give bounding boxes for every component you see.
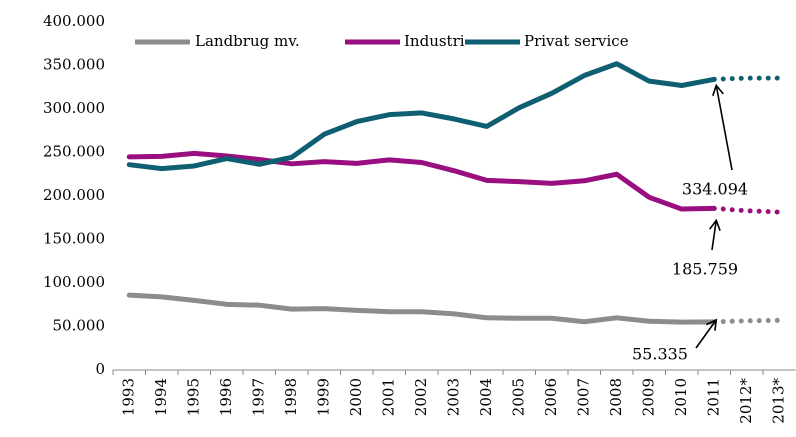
y-tick-label: 100.000 — [43, 273, 105, 291]
projection-line — [711, 75, 782, 82]
legend-label: Landbrug mv. — [195, 32, 300, 50]
arrow — [711, 220, 718, 251]
series-line — [126, 61, 717, 172]
projection-line — [711, 317, 782, 325]
x-tick-label: 2002 — [412, 378, 430, 416]
arrow — [715, 85, 733, 171]
arrow-head — [705, 318, 718, 331]
x-tick-label: 1999 — [314, 378, 332, 416]
y-tick-label: 250.000 — [43, 143, 105, 161]
legend-label: Industri — [404, 32, 465, 50]
x-tick-label: 2008 — [607, 378, 625, 416]
y-tick-label: 300.000 — [43, 99, 105, 117]
x-tick-label: 1997 — [249, 378, 267, 416]
x-tick-label: 2011 — [704, 378, 722, 416]
projection-line — [711, 205, 782, 215]
x-tick-label: 1996 — [217, 378, 235, 416]
x-tick-label: 2006 — [542, 378, 560, 416]
x-tick-label: 2009 — [639, 378, 657, 416]
series-line — [126, 150, 717, 212]
value-label: 334.094 — [682, 180, 748, 199]
y-tick-label: 150.000 — [43, 230, 105, 248]
arrow-head — [709, 218, 721, 231]
arrow-head — [712, 83, 724, 97]
y-tick-label: 200.000 — [43, 186, 105, 204]
x-tick-label: 1998 — [282, 378, 300, 416]
x-tick-label: 2005 — [509, 378, 527, 416]
value-label: 55.335 — [632, 345, 688, 364]
x-tick-label: 1995 — [184, 378, 202, 416]
x-tick-label: 2007 — [574, 378, 592, 416]
x-tick-label: 2000 — [347, 378, 365, 416]
x-tick-label: 2013* — [769, 378, 787, 424]
series-line — [126, 292, 717, 325]
y-tick-label: 50.000 — [53, 317, 106, 335]
arrow — [695, 319, 717, 349]
x-tick-label: 2012* — [737, 378, 755, 424]
legend-label: Privat service — [524, 32, 629, 50]
x-tick-label: 2003 — [444, 378, 462, 416]
x-tick-label: 2004 — [477, 378, 495, 416]
x-tick-label: 2001 — [379, 378, 397, 416]
x-tick-label: 1993 — [119, 378, 137, 416]
x-tick-label: 1994 — [152, 378, 170, 416]
value-label: 185.759 — [672, 260, 738, 279]
y-tick-label: 0 — [95, 360, 105, 378]
y-tick-label: 350.000 — [43, 56, 105, 74]
x-tick-label: 2010 — [672, 378, 690, 416]
y-tick-label: 400.000 — [43, 12, 105, 30]
